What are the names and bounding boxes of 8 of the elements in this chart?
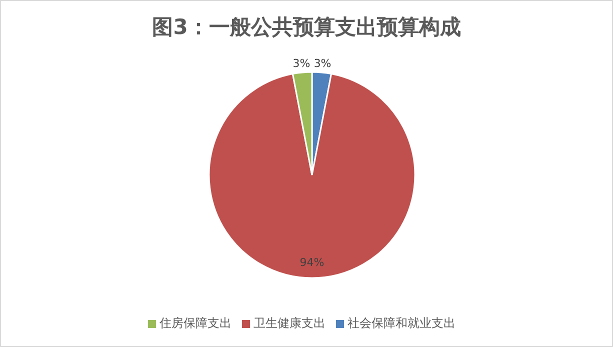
chart-title: 图3：一般公共预算支出预算构成 <box>151 14 462 41</box>
data-label: 3% <box>292 56 310 70</box>
data-label: 94% <box>300 256 324 270</box>
legend-label: 住房保障支出 <box>160 316 232 330</box>
legend-label: 社会保障和就业支出 <box>348 316 456 330</box>
pie-slice <box>208 73 416 279</box>
data-label: 3% <box>314 56 332 70</box>
legend-label: 卫生健康支出 <box>254 316 326 330</box>
